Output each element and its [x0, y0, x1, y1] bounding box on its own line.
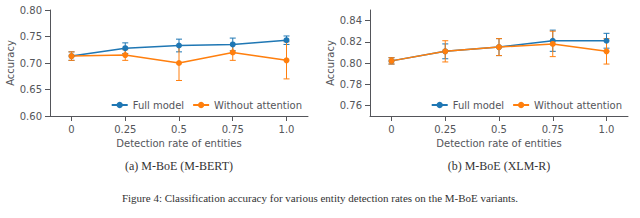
svg-text:Detection rate of entities: Detection rate of entities [436, 138, 561, 149]
svg-text:0.75: 0.75 [542, 124, 564, 135]
svg-text:0: 0 [388, 124, 394, 135]
svg-text:Without attention: Without attention [534, 100, 622, 111]
svg-text:Full model: Full model [133, 100, 184, 111]
svg-text:0.76: 0.76 [340, 100, 362, 111]
svg-text:Detection rate of entities: Detection rate of entities [116, 138, 241, 149]
svg-text:0.75: 0.75 [20, 31, 42, 42]
svg-text:0.84: 0.84 [340, 15, 362, 26]
svg-text:0.65: 0.65 [20, 84, 42, 95]
svg-text:0.80: 0.80 [340, 58, 362, 69]
svg-text:1.0: 1.0 [279, 124, 295, 135]
svg-text:Full model: Full model [453, 100, 504, 111]
svg-text:0.60: 0.60 [20, 111, 42, 122]
svg-text:0.25: 0.25 [434, 124, 456, 135]
svg-text:Figure 4: Classification accur: Figure 4: Classification accuracy for va… [122, 192, 518, 204]
svg-text:0.5: 0.5 [171, 124, 187, 135]
svg-text:Accuracy: Accuracy [5, 40, 16, 86]
svg-text:0.80: 0.80 [20, 5, 42, 16]
svg-text:1.0: 1.0 [599, 124, 615, 135]
svg-text:0.5: 0.5 [491, 124, 507, 135]
svg-text:0.25: 0.25 [114, 124, 136, 135]
svg-text:Without attention: Without attention [214, 100, 302, 111]
svg-text:Accuracy: Accuracy [325, 40, 336, 86]
svg-text:(b) M-BoE (XLM-R): (b) M-BoE (XLM-R) [448, 159, 551, 173]
svg-text:0: 0 [68, 124, 74, 135]
svg-text:0.78: 0.78 [340, 79, 362, 90]
svg-text:0.70: 0.70 [20, 58, 42, 69]
svg-text:0.82: 0.82 [340, 36, 362, 47]
svg-text:(a) M-BoE (M-BERT): (a) M-BoE (M-BERT) [125, 159, 233, 173]
svg-text:0.75: 0.75 [222, 124, 244, 135]
